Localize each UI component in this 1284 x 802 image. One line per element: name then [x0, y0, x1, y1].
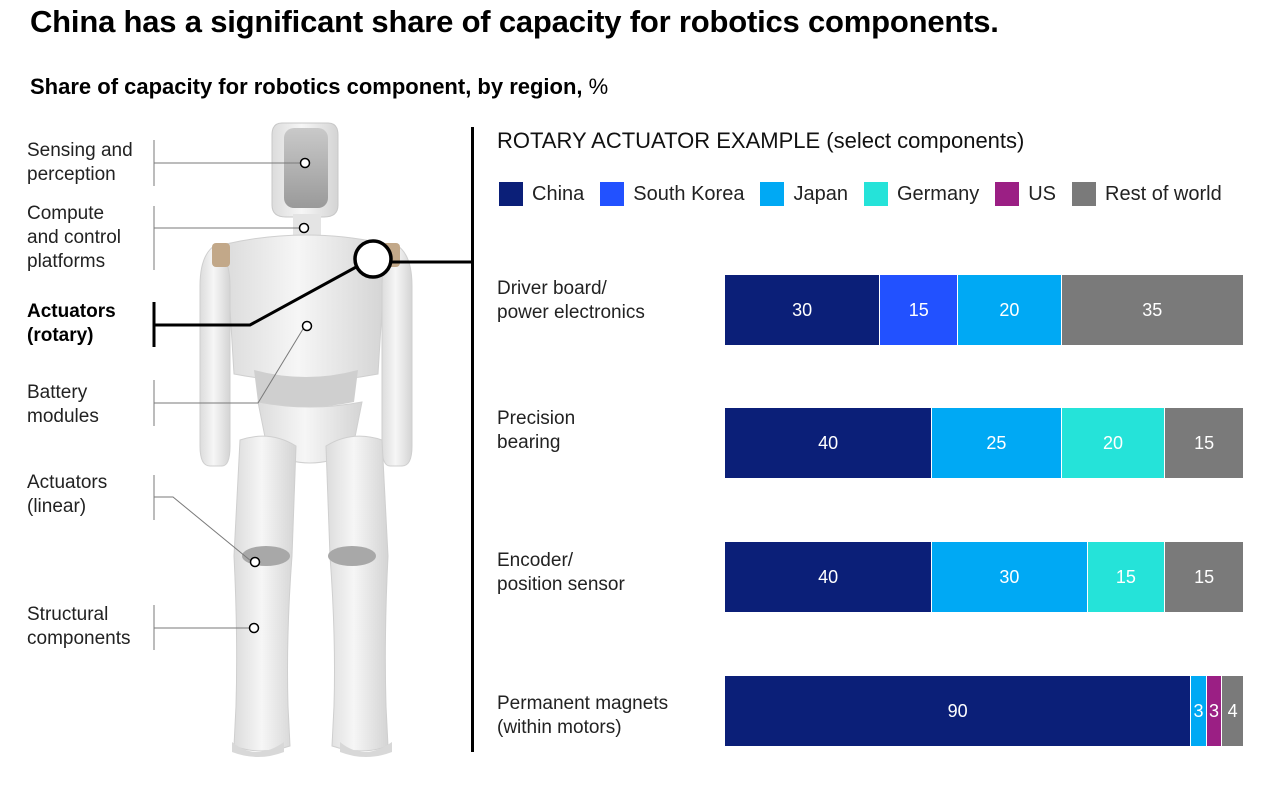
subtitle-unit: %: [588, 74, 609, 99]
bar-segment-germany: 15: [1087, 542, 1166, 612]
legend-item: Germany: [863, 182, 980, 206]
legend-swatch: [499, 182, 523, 206]
legend-item: South Korea: [600, 182, 744, 206]
component-label-linear-actuators: Actuators (linear): [27, 472, 108, 517]
data-label: 30: [792, 299, 813, 320]
data-label: 90: [947, 700, 968, 721]
chart-title: ROTARY ACTUATOR EXAMPLE (select componen…: [497, 128, 1025, 153]
data-label: 15: [908, 299, 929, 320]
legend-item: US: [995, 182, 1056, 206]
legend-label: Japan: [793, 182, 848, 205]
bar-segment-china: 90: [725, 676, 1192, 746]
legend-swatch: [995, 182, 1020, 206]
bar-permanent-magnets: 90 3 3 4: [725, 676, 1243, 746]
category-label-permanent-magnets: Permanent magnets (within motors): [497, 693, 669, 738]
legend-swatch: [1072, 182, 1097, 206]
component-label-structural: Structural components: [27, 604, 131, 649]
component-label-battery: Battery modules: [27, 382, 99, 427]
legend-label: Germany: [896, 182, 980, 205]
bar-segment-japan: 25: [932, 408, 1062, 478]
robot-right-arm: [381, 245, 413, 467]
chart-legend: China South Korea Japan Germany US Rest of wo…: [499, 182, 1238, 206]
data-label: 3: [1208, 700, 1219, 721]
data-label: 15: [1194, 432, 1215, 453]
data-label: 25: [986, 432, 1007, 453]
legend-label: US: [1028, 182, 1057, 205]
bar-segment-japan: 3: [1191, 676, 1207, 746]
legend-label: China: [532, 182, 585, 205]
legend-label: South Korea: [633, 182, 745, 205]
category-label-encoder: Encoder/ position sensor: [497, 550, 625, 595]
bar-segment-rest-of-world: 35: [1061, 275, 1243, 345]
bar-segment-china: 30: [725, 275, 881, 345]
marker-sensing: [299, 157, 311, 169]
section-divider: [471, 127, 474, 752]
bar-segment-south-korea: 15: [880, 275, 959, 345]
bar-precision-bearing: 40 25 20 15: [725, 408, 1243, 478]
bar-segment-germany: 20: [1061, 408, 1166, 478]
data-label: 15: [1115, 566, 1136, 587]
robot-right-leg: [325, 435, 389, 752]
data-label: 20: [999, 299, 1020, 320]
robot-left-leg: [233, 435, 297, 752]
component-label-sensing: Sensing and perception: [27, 140, 133, 185]
data-label: 40: [818, 566, 839, 587]
legend-swatch: [760, 182, 785, 206]
legend-item: Japan: [760, 182, 848, 206]
category-label-precision-bearing: Precision bearing: [497, 408, 576, 453]
marker-linear-actuator: [249, 556, 261, 568]
bar-segment-china: 40: [725, 542, 933, 612]
marker-rotary-actuator: [353, 239, 393, 279]
bar-segment-rest-of-world: 15: [1165, 542, 1243, 612]
bar-segment-china: 40: [725, 408, 933, 478]
data-label: 15: [1194, 566, 1215, 587]
marker-compute: [298, 222, 310, 234]
legend-item: China: [499, 182, 584, 206]
robot-illustration: [152, 122, 472, 757]
legend-swatch: [600, 182, 625, 206]
bar-segment-rest-of-world: 4: [1222, 676, 1243, 746]
category-label-driver-board: Driver board/ power electronics: [497, 278, 645, 323]
bar-segment-rest-of-world: 15: [1165, 408, 1243, 478]
bar-segment-japan: 20: [958, 275, 1062, 345]
data-label: 30: [999, 566, 1020, 587]
subtitle-main: Share of capacity for robotics component…: [30, 74, 583, 99]
legend-label: Rest of world: [1105, 182, 1222, 205]
component-label-rotary-actuators: Actuators (rotary): [27, 301, 116, 346]
data-label: 4: [1227, 700, 1238, 721]
bar-driver-board: 30 15 20 35: [725, 275, 1243, 345]
marker-battery: [301, 320, 313, 332]
marker-structural: [248, 622, 260, 634]
data-label: 40: [818, 432, 839, 453]
data-label: 20: [1102, 432, 1123, 453]
bar-encoder: 40 30 15 15: [725, 542, 1243, 612]
page-title: China has a significant share of capacit…: [30, 4, 999, 39]
component-label-compute: Compute and control platforms: [27, 203, 122, 272]
legend-swatch: [863, 182, 888, 206]
chart-subtitle: Share of capacity for robotics component…: [30, 74, 608, 100]
data-label: 3: [1193, 700, 1204, 721]
bar-segment-japan: 30: [932, 542, 1088, 612]
legend-item: Rest of world: [1072, 182, 1222, 206]
bar-segment-us: 3: [1206, 676, 1223, 746]
data-label: 35: [1142, 299, 1163, 320]
robot-left-arm: [199, 245, 231, 467]
